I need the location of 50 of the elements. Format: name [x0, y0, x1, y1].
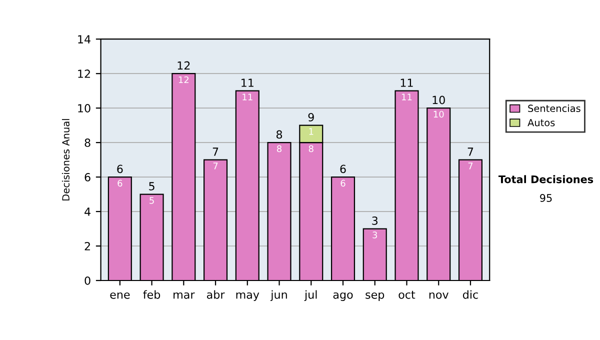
x-tick-label: nov — [429, 292, 448, 299]
y-axis-title: Decisiones Anual — [62, 119, 70, 200]
y-tick-label: 6 — [84, 173, 90, 182]
x-tick-label: jun — [270, 290, 287, 301]
x-tick-label: mar — [174, 292, 195, 299]
total-label: 3 — [372, 216, 378, 225]
legend-label: Autos — [528, 119, 555, 126]
data-label: 11 — [242, 94, 252, 100]
x-tick-label: may — [236, 292, 260, 301]
total-label: 5 — [149, 182, 154, 190]
data-label: 6 — [118, 180, 122, 187]
x-tick-label: abr — [206, 290, 225, 299]
total-label: 11 — [242, 78, 254, 87]
total-label: 7 — [212, 148, 218, 156]
data-label: 5 — [150, 197, 154, 204]
data-label: 6 — [340, 180, 346, 187]
data-label: 8 — [277, 145, 282, 152]
x-tick-label: jul — [304, 290, 317, 301]
x-tick-label: ago — [333, 292, 353, 301]
text: Total Decisiones — [498, 175, 594, 184]
total-label: 12 — [178, 61, 190, 70]
total-label: 8 — [276, 130, 282, 139]
data-label: 7 — [468, 162, 473, 170]
data-label: 3 — [372, 232, 378, 238]
data-label: 7 — [213, 162, 218, 170]
x-tick-label: ene — [110, 292, 130, 299]
y-tick-label: 4 — [84, 208, 90, 216]
x-tick-label: feb — [143, 290, 160, 299]
total-label: 10 — [432, 96, 445, 104]
text: 95 — [540, 194, 552, 202]
data-label: 1 — [309, 128, 314, 135]
legend-label: Sentencias — [528, 104, 580, 112]
x-tick-label: dic — [462, 290, 478, 299]
total-label: 6 — [117, 164, 123, 174]
y-tick-label: 2 — [84, 242, 90, 250]
total-label: 9 — [308, 113, 314, 122]
y-tick-label: 14 — [78, 35, 90, 44]
y-tick-label: 10 — [78, 104, 90, 112]
data-label: 8 — [308, 145, 314, 152]
total-label: 7 — [468, 148, 474, 156]
x-tick-label: oct — [398, 290, 416, 299]
data-label: 12 — [178, 76, 188, 84]
data-label: 10 — [434, 110, 444, 118]
x-tick-label: sep — [366, 292, 384, 301]
total-label: 6 — [340, 164, 346, 174]
y-tick-label: 0 — [84, 276, 90, 285]
y-tick-label: 8 — [84, 138, 90, 147]
total-label: 11 — [400, 78, 413, 87]
data-label: 11 — [402, 94, 412, 100]
y-tick-label: 12 — [78, 70, 90, 78]
